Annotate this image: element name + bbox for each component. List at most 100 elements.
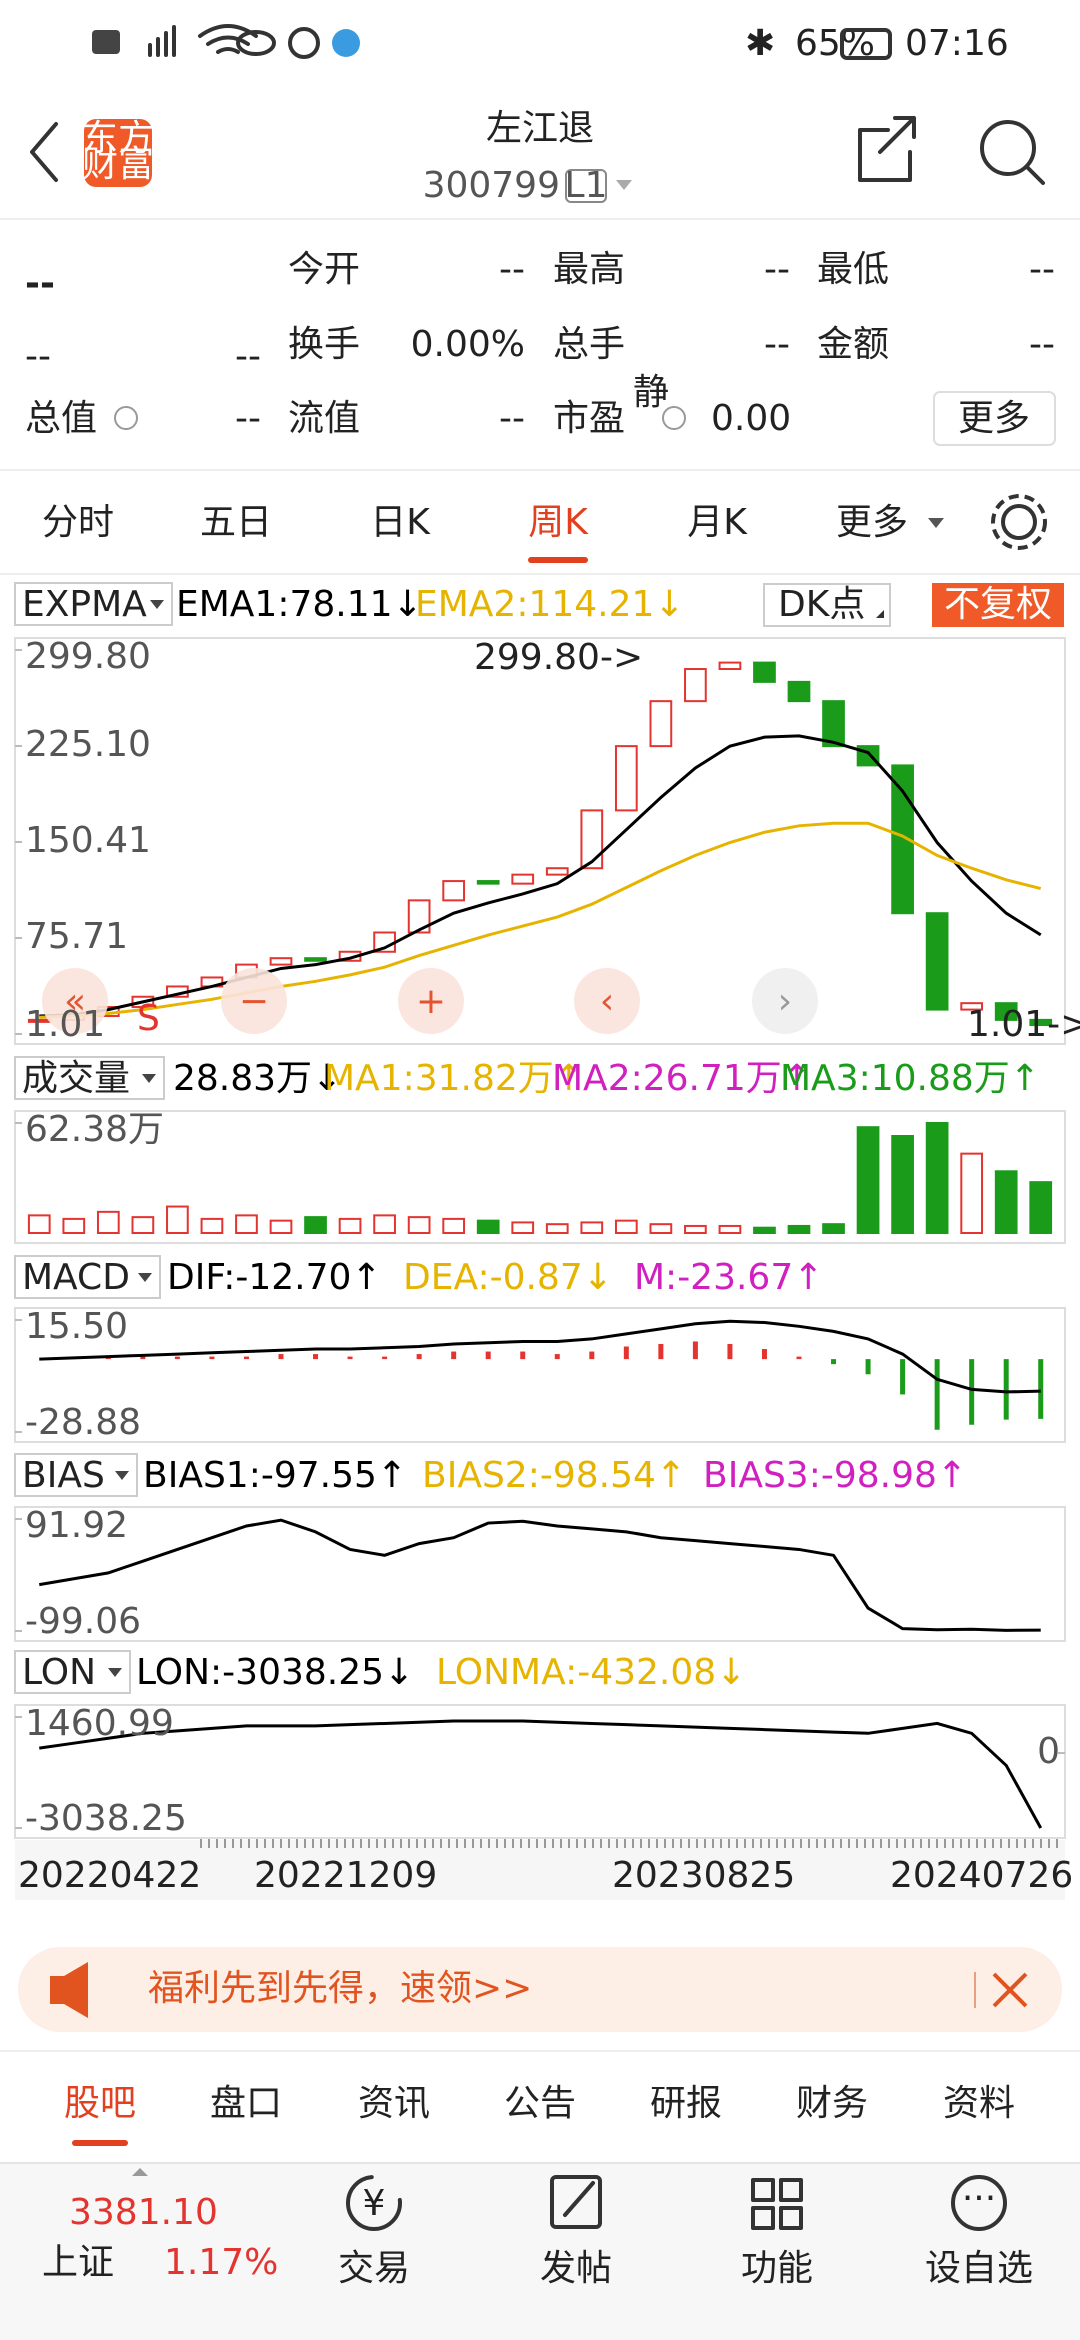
legend-item: 28.83万↓	[173, 1058, 342, 1099]
field-label: 流值	[288, 398, 360, 439]
banner-text[interactable]: 福利先到先得，速领>>	[148, 1968, 532, 2009]
content-tab[interactable]: 资讯	[358, 2083, 430, 2124]
field-label: 总值	[25, 398, 97, 439]
header: 东方 财富 左江退 300799 L1	[0, 108, 1080, 220]
indicator-name[interactable]: LON	[22, 1652, 96, 1693]
candle	[994, 1002, 1018, 1021]
chart-control[interactable]	[752, 968, 818, 1034]
dk-label[interactable]: DK点	[778, 584, 865, 625]
volume-bar	[891, 1135, 914, 1235]
y-tick-label: 150.41	[25, 820, 151, 861]
level-dropdown[interactable]	[616, 180, 632, 190]
legend-item: BIAS1:-97.55↑	[143, 1455, 407, 1496]
y-tick-label: 0	[1037, 1731, 1060, 1772]
candle	[960, 1002, 984, 1011]
legend-item: MA2:26.71万↑	[552, 1058, 812, 1099]
chart-control[interactable]	[398, 968, 464, 1034]
chart-control-icon: «	[64, 981, 86, 1022]
volume-bar	[545, 1223, 569, 1235]
content-tab[interactable]: 盘口	[210, 2083, 282, 2124]
banner-close[interactable]	[992, 1972, 1028, 2008]
dropdown-arrow	[150, 600, 164, 609]
tab-underline	[528, 557, 588, 563]
tab[interactable]: 分时	[42, 502, 114, 543]
chart-control-icon: ‹	[600, 981, 614, 1022]
tab[interactable]: 月K	[687, 502, 748, 543]
index-value[interactable]: 3381.10	[69, 2192, 218, 2233]
content-tab[interactable]: 资料	[943, 2083, 1015, 2124]
battery-icon	[840, 28, 892, 60]
indicator-selector[interactable]	[14, 1650, 131, 1694]
y-tick-label: -28.88	[25, 1402, 141, 1443]
y-tick-label: -3038.25	[25, 1798, 187, 1839]
tab-active[interactable]: 周K	[528, 502, 589, 543]
content-tab[interactable]: 财务	[796, 2083, 868, 2124]
content-tab[interactable]: 公告	[504, 2083, 576, 2124]
indicator-selector[interactable]	[14, 1453, 138, 1497]
field-label: 换手	[288, 324, 360, 365]
field-label: 金额	[817, 324, 889, 365]
volume-bar	[787, 1224, 811, 1234]
adjust-label[interactable]: 不复权	[944, 584, 1052, 625]
candle	[614, 745, 638, 812]
indicator-line	[39, 821, 1042, 1019]
tab[interactable]: 五日	[200, 502, 272, 543]
chart-control-icon: −	[239, 981, 269, 1022]
legend-item: EMA2:114.21↓	[415, 584, 685, 625]
volume-bar	[200, 1217, 224, 1235]
wifi-icon	[198, 24, 258, 54]
indicator-name[interactable]: 成交量	[22, 1058, 130, 1099]
more-label[interactable]: 更多	[958, 398, 1030, 439]
share-button[interactable]	[858, 116, 916, 182]
indicator-selector[interactable]	[14, 1255, 161, 1299]
indicator-name[interactable]: EXPMA	[22, 584, 147, 625]
adjust-button[interactable]	[932, 583, 1064, 627]
more-button[interactable]	[933, 391, 1056, 446]
settings-button[interactable]	[1001, 504, 1037, 540]
nav-item[interactable]: 功能	[741, 2248, 813, 2289]
nav-item[interactable]: 发帖	[540, 2248, 612, 2289]
nav-item[interactable]: 交易	[338, 2248, 410, 2289]
indicator-name[interactable]: MACD	[22, 1257, 130, 1298]
dk-button[interactable]	[763, 583, 891, 627]
candle	[787, 680, 811, 703]
index-name[interactable]: 上证	[42, 2242, 114, 2283]
indicator-selector[interactable]	[14, 1056, 165, 1100]
tab[interactable]: 更多	[836, 502, 908, 543]
date-label: 20230825	[612, 1855, 795, 1896]
volume-bar	[684, 1224, 707, 1234]
candle	[753, 661, 776, 683]
tab[interactable]: 日K	[370, 502, 431, 543]
change: --	[25, 336, 51, 377]
chart-control[interactable]	[42, 968, 108, 1034]
promo-banner[interactable]: 福利先到先得，速领>>	[18, 1947, 1062, 2032]
level-badge	[565, 169, 607, 203]
date-label: 20240726	[890, 1855, 1073, 1896]
dropdown-arrow	[142, 1074, 156, 1083]
chart-control[interactable]	[574, 968, 640, 1034]
back-button[interactable]	[30, 122, 58, 182]
volume-bar	[649, 1223, 673, 1235]
nav-item[interactable]: 设自选	[925, 2248, 1033, 2289]
indicator-panel: LON LON:-3038.25↓ LONMA:-432.08↓ 1460.99 -30…	[14, 1650, 1066, 1839]
index-change[interactable]: 1.17%	[164, 2242, 278, 2283]
volume-bar	[166, 1205, 189, 1234]
indicator-line	[39, 734, 1042, 1018]
eye-icon	[236, 30, 276, 56]
svg-text:···: ···	[962, 2178, 996, 2219]
content-tab[interactable]: 研报	[650, 2083, 722, 2124]
indicator-selector[interactable]	[14, 582, 173, 626]
legend-item: BIAS3:-98.98↑	[703, 1455, 967, 1496]
volume-bar	[476, 1219, 500, 1234]
search-button[interactable]	[980, 120, 1036, 176]
content-tab-active[interactable]: 股吧	[64, 2083, 136, 2124]
price: --	[25, 263, 55, 304]
indicator-name[interactable]: BIAS	[22, 1455, 105, 1496]
field-label: 最高	[553, 249, 625, 290]
chart-control[interactable]	[221, 968, 287, 1034]
stock-name: 左江退	[486, 108, 594, 149]
candle	[476, 880, 500, 885]
status-bar: ✱ 65% 07:16	[92, 23, 1009, 64]
candle	[718, 661, 742, 671]
volume-bar	[269, 1219, 293, 1234]
